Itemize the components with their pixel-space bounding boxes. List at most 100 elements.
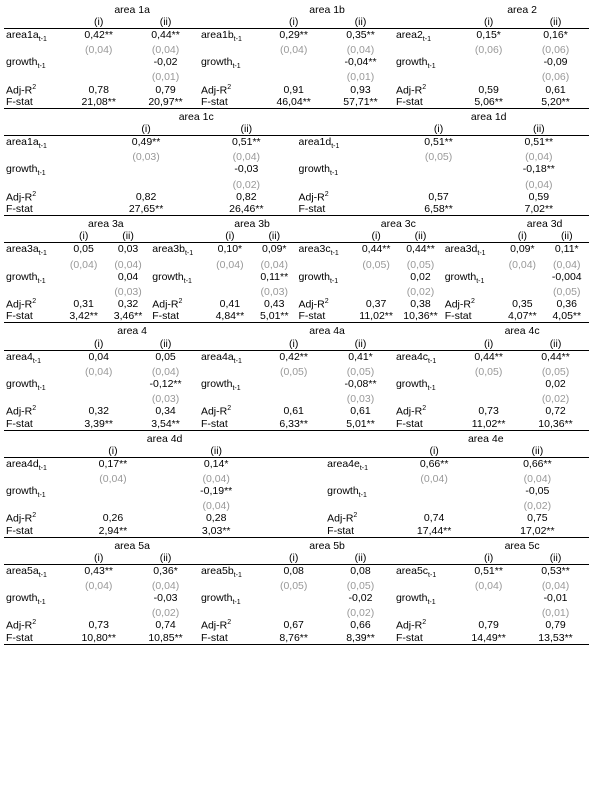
cell: 6,58** [388, 203, 488, 216]
cell-se [65, 607, 132, 619]
row-label: F-stat [296, 203, 388, 216]
row-label: Adj-R2 [4, 619, 65, 632]
cell-se [260, 393, 327, 405]
cell: -0,09 [522, 56, 589, 71]
cell: 0,44** [455, 350, 522, 366]
cell: 0,74 [383, 512, 486, 525]
row-label: area3dt-1 [443, 243, 500, 259]
col-i: (i) [260, 552, 327, 565]
stats-block: area 1aarea 1barea 2(i)(ii)(i)(ii)(i)(ii… [4, 4, 589, 109]
cell-se: (0,02) [196, 179, 296, 191]
row-label: growtht-1 [199, 378, 260, 393]
panel-title: area 4c [455, 325, 589, 337]
row-label: growtht-1 [325, 485, 382, 500]
cell: 0,61 [522, 84, 589, 97]
row-label: Adj-R2 [443, 298, 500, 311]
panel-title: area 5c [455, 540, 589, 552]
cell-se: (0,04) [132, 580, 199, 592]
cell-se: (0,04) [486, 473, 589, 485]
row-label: area3ct-1 [296, 243, 353, 259]
cell: 0,09* [500, 243, 544, 259]
cell: -0,03 [196, 163, 296, 178]
row-label: growtht-1 [394, 592, 455, 607]
cell-se: (0,03) [96, 151, 196, 163]
cell: -0,03 [132, 592, 199, 607]
row-label: F-stat [4, 632, 65, 645]
col-ii: (ii) [522, 16, 589, 29]
cell: 5,20** [522, 96, 589, 109]
cell-se: (0,01) [327, 71, 394, 83]
panel-title: area 4e [383, 433, 590, 445]
cell-se: (0,05) [327, 580, 394, 592]
row-label: F-stat [4, 310, 61, 323]
cell-se: (0,04) [165, 500, 268, 512]
cell: 21,08** [65, 96, 132, 109]
cell [455, 56, 522, 71]
panel-title: area 1a [65, 4, 199, 16]
cell: 3,46** [106, 310, 150, 323]
row-label: Adj-R2 [199, 405, 260, 418]
cell [354, 271, 398, 286]
row-label: Adj-R2 [199, 84, 260, 97]
row-label: Adj-R2 [394, 619, 455, 632]
col-i: (i) [455, 338, 522, 351]
col-i: (i) [260, 338, 327, 351]
cell-se: (0,02) [486, 500, 589, 512]
panel-title: area 1b [260, 4, 394, 16]
cell: 0,29** [260, 29, 327, 45]
cell: 8,76** [260, 632, 327, 645]
cell [455, 378, 522, 393]
row-label: Adj-R2 [199, 619, 260, 632]
row-label: Adj-R2 [4, 298, 61, 311]
cell: 26,46** [196, 203, 296, 216]
panel-title: area 1d [388, 111, 589, 123]
cell-se [500, 286, 544, 298]
cell [208, 271, 252, 286]
cell [260, 592, 327, 607]
cell-se: (0,02) [398, 286, 442, 298]
cell: 0,79 [132, 84, 199, 97]
row-label: area2t-1 [394, 29, 455, 45]
cell: 0,02 [398, 271, 442, 286]
row-label: F-stat [443, 310, 500, 323]
cell-se: (0,04) [65, 580, 132, 592]
row-label: Adj-R2 [296, 298, 353, 311]
cell: 0,59 [489, 191, 589, 204]
cell-se [354, 286, 398, 298]
cell-se: (0,05) [398, 259, 442, 271]
cell-se: (0,05) [354, 259, 398, 271]
row-label: F-stat [4, 525, 61, 538]
row-label: Adj-R2 [4, 191, 96, 204]
cell: 4,07** [500, 310, 544, 323]
cell: 0,05 [61, 243, 105, 259]
row-label: Adj-R2 [4, 512, 61, 525]
cell [260, 378, 327, 393]
cell-se: (0,02) [522, 393, 589, 405]
cell: 0,41* [327, 350, 394, 366]
row-label: area4ct-1 [394, 350, 455, 366]
row-label: F-stat [4, 418, 65, 431]
cell: 0,44** [132, 29, 199, 45]
col-i: (i) [354, 230, 398, 243]
col-i: (i) [455, 552, 522, 565]
stats-block: area 4area 4aarea 4c(i)(ii)(i)(ii)(i)(ii… [4, 325, 589, 430]
cell: 0,03 [106, 243, 150, 259]
cell [96, 163, 196, 178]
col-ii: (ii) [165, 445, 268, 458]
cell-se: (0,03) [252, 286, 296, 298]
row-label: growtht-1 [296, 271, 353, 286]
panel-title: area 4d [61, 433, 267, 445]
cell-se: (0,04) [65, 44, 132, 56]
cell [61, 485, 164, 500]
cell: -0,01 [522, 592, 589, 607]
row-label: F-stat [150, 310, 207, 323]
cell: 0,26 [61, 512, 164, 525]
cell-se: (0,06) [522, 71, 589, 83]
cell-se: (0,06) [522, 44, 589, 56]
row-label: area1bt-1 [199, 29, 260, 45]
cell-se: (0,02) [132, 607, 199, 619]
cell [500, 271, 544, 286]
cell: 0,79 [522, 619, 589, 632]
cell: 0,49** [96, 136, 196, 152]
cell: 10,36** [398, 310, 442, 323]
